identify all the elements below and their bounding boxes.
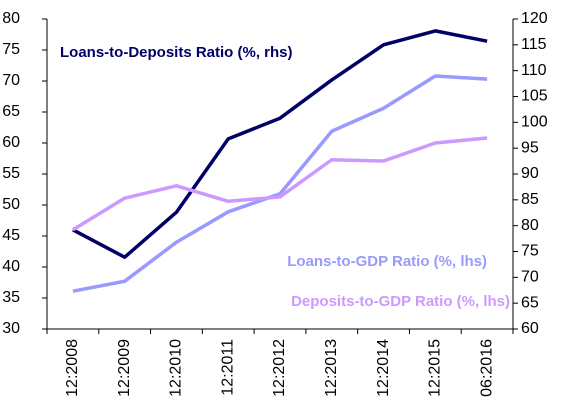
x-tick-label: 12:2012 [271, 339, 288, 397]
x-tick-label: 06:2016 [478, 339, 495, 397]
y2-tick-label: 90 [521, 165, 539, 182]
x-tick-label: 12:2011 [219, 339, 236, 396]
y2-tick-label: 75 [521, 243, 539, 260]
series-label: Loans-to-GDP Ratio (%, lhs) [287, 253, 487, 270]
y-tick-label: 70 [2, 72, 20, 89]
y2-tick-label: 80 [521, 217, 539, 234]
y-tick-label: 55 [2, 165, 20, 182]
x-tick-label: 12:2015 [427, 339, 444, 397]
y2-tick-label: 105 [521, 88, 548, 105]
series-label: Deposits-to-GDP Ratio (%, lhs) [291, 293, 510, 310]
y2-tick-label: 85 [521, 191, 539, 208]
y-tick-label: 65 [2, 103, 20, 120]
y-tick-label: 30 [2, 320, 20, 337]
x-tick-label: 12:2009 [116, 339, 133, 397]
y-tick-label: 50 [2, 196, 20, 213]
series-line [71, 136, 488, 232]
y-tick-label: 45 [2, 227, 20, 244]
x-tick-label: 12:2013 [323, 339, 340, 397]
y2-tick-label: 70 [521, 269, 539, 286]
y-tick-label: 40 [2, 258, 20, 275]
y2-tick-label: 65 [521, 294, 539, 311]
y-tick-label: 35 [2, 289, 20, 306]
y2-tick-label: 60 [521, 320, 539, 337]
series-label: Loans-to-Deposits Ratio (%, rhs) [60, 44, 293, 61]
x-tick-label: 12:2008 [64, 339, 81, 397]
series-line [72, 74, 488, 293]
y2-tick-label: 110 [521, 62, 547, 79]
x-tick-label: 12:2010 [168, 339, 185, 397]
x-tick-label: 12:2014 [375, 339, 392, 397]
series-line [72, 29, 488, 259]
y2-tick-label: 95 [521, 139, 539, 156]
y-tick-label: 80 [2, 10, 20, 27]
y-tick-label: 60 [2, 134, 20, 151]
y2-tick-label: 120 [521, 10, 548, 27]
y2-tick-label: 115 [521, 36, 547, 53]
y2-tick-label: 100 [521, 114, 548, 131]
y-tick-label: 75 [2, 41, 20, 58]
